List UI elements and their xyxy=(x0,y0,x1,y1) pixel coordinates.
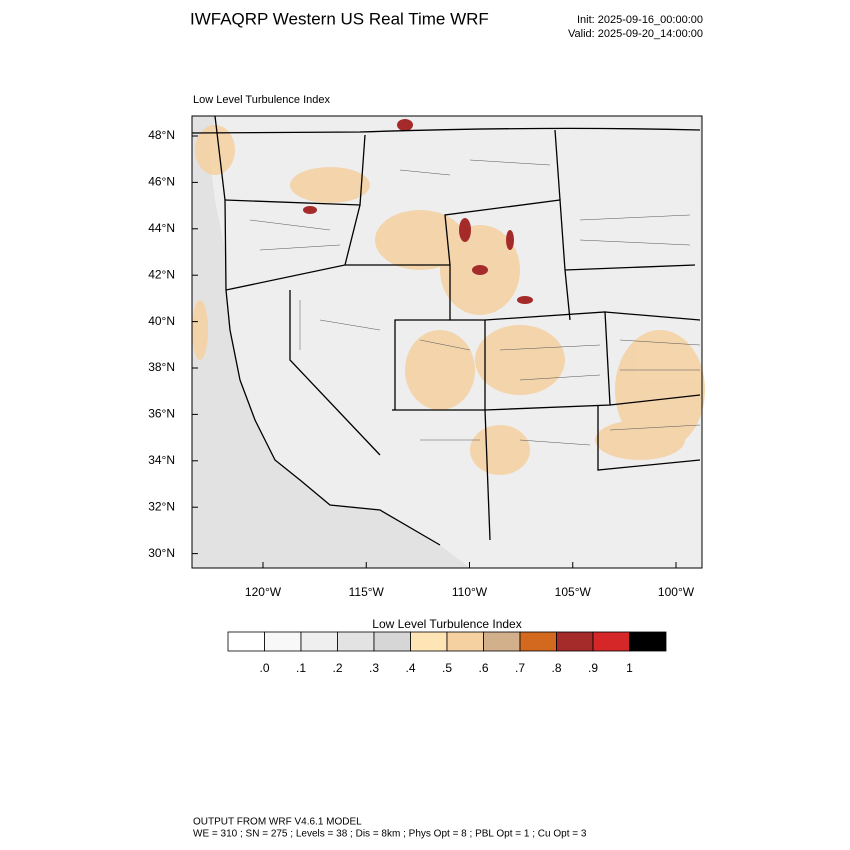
colorbar-label: .0 xyxy=(259,661,269,675)
colorbar-label: .1 xyxy=(296,661,306,675)
lat-tick-label: 38°N xyxy=(148,360,175,374)
colorbar-box xyxy=(556,631,594,652)
colorbar-label: .7 xyxy=(515,661,525,675)
turbulence-areas xyxy=(192,125,705,475)
colorbar-box xyxy=(264,631,302,652)
colorbar-label: .4 xyxy=(405,661,415,675)
county-borders xyxy=(249,159,701,446)
colorbar-box xyxy=(592,631,630,652)
colorbar-label: .9 xyxy=(588,661,598,675)
lat-tick-label: 30°N xyxy=(148,546,175,560)
valid-time: Valid: 2025-09-20_14:00:00 xyxy=(568,28,703,40)
colorbar-label: 1 xyxy=(626,661,633,675)
colorbar-label: .3 xyxy=(369,661,379,675)
colorbar-box xyxy=(337,631,375,652)
lat-tick-label: 46°N xyxy=(148,175,175,189)
colorbar-label: .5 xyxy=(442,661,452,675)
map-frame xyxy=(191,115,703,569)
map xyxy=(191,115,705,569)
colorbar-box xyxy=(410,631,448,652)
lat-tick-label: 42°N xyxy=(148,267,175,281)
lon-tick-label: 115°W xyxy=(349,585,385,599)
footer-line: OUTPUT FROM WRF V4.6.1 MODEL xyxy=(193,817,362,828)
lat-tick-label: 36°N xyxy=(148,407,175,421)
lat-tick-label: 48°N xyxy=(148,128,175,142)
colorbar-box xyxy=(446,631,484,652)
lon-tick-label: 120°W xyxy=(245,585,282,599)
colorbar-label: .8 xyxy=(551,661,561,675)
lon-tick-label: 105°W xyxy=(555,585,592,599)
colorbar-title: Low Level Turbulence Index xyxy=(372,617,521,631)
lat-tick-label: 32°N xyxy=(148,499,175,513)
lat-tick-label: 44°N xyxy=(148,221,175,235)
colorbar-box xyxy=(300,631,338,652)
init-time: Init: 2025-09-16_00:00:00 xyxy=(577,14,703,26)
colorbar-box xyxy=(519,631,557,652)
colorbar-box xyxy=(373,631,411,652)
colorbar-box xyxy=(227,631,265,652)
turbulence-peaks xyxy=(303,119,533,304)
lat-tick-label: 40°N xyxy=(148,314,175,328)
colorbar-box xyxy=(483,631,521,652)
lon-tick-label: 100°W xyxy=(658,585,695,599)
colorbar-label: .2 xyxy=(332,661,342,675)
title: IWFAQRP Western US Real Time WRF xyxy=(190,9,489,28)
colorbar-label: .6 xyxy=(478,661,488,675)
map-title: Low Level Turbulence Index xyxy=(193,94,330,106)
state-borders xyxy=(191,115,701,546)
lon-tick-label: 110°W xyxy=(452,585,488,599)
footer-line: WE = 310 ; SN = 275 ; Levels = 38 ; Dis … xyxy=(193,829,587,840)
lat-tick-label: 34°N xyxy=(148,453,175,467)
colorbar-box xyxy=(629,631,667,652)
